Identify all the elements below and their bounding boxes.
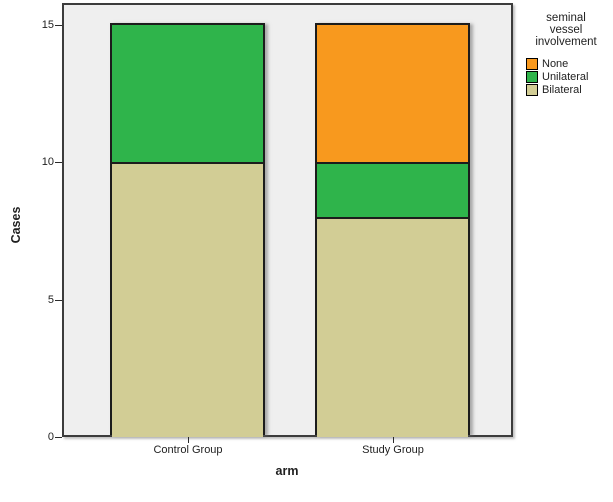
segment-control-group-bilateral <box>112 162 263 437</box>
legend: seminal vessel involvement None Unilateral B… <box>521 12 611 96</box>
legend-title: seminal vessel involvement <box>521 12 611 48</box>
plot-area <box>62 3 513 437</box>
x-tick-label-control-group: Control Group <box>153 444 223 456</box>
segment-control-group-unilateral <box>112 25 263 162</box>
x-tick-control-group <box>188 437 189 443</box>
y-tick-5 <box>55 300 62 301</box>
legend-items: None Unilateral Bilateral <box>521 57 611 96</box>
legend-title-line: involvement <box>535 36 597 48</box>
legend-item-unilateral: Unilateral <box>521 70 611 83</box>
y-tick-label-5: 5 <box>47 294 54 306</box>
legend-item-bilateral: Bilateral <box>521 83 611 96</box>
x-tick-label-study-group: Study Group <box>362 444 424 456</box>
bar-control-group <box>110 23 265 437</box>
legend-title-line: seminal <box>546 12 586 24</box>
y-tick-15 <box>55 25 62 26</box>
legend-label-unilateral: Unilateral <box>542 70 589 83</box>
y-tick-label-10: 10 <box>41 156 54 168</box>
segment-study-group-none <box>317 25 468 162</box>
segment-study-group-unilateral <box>317 162 468 217</box>
y-tick-10 <box>55 162 62 163</box>
x-axis-title: arm <box>275 464 299 478</box>
y-tick-label-15: 15 <box>41 19 54 31</box>
x-tick-study-group <box>393 437 394 443</box>
y-tick-label-0: 0 <box>47 431 54 443</box>
bar-study-group <box>315 23 470 437</box>
y-tick-0 <box>55 437 62 438</box>
legend-title-line: vessel <box>549 24 583 36</box>
legend-label-none: None <box>542 57 569 70</box>
legend-item-none: None <box>521 57 611 70</box>
legend-label-bilateral: Bilateral <box>542 83 582 96</box>
y-axis-title: Cases <box>9 206 23 244</box>
legend-swatch-unilateral <box>526 70 538 83</box>
segment-study-group-bilateral <box>317 217 468 437</box>
legend-swatch-bilateral <box>526 83 538 96</box>
legend-swatch-none <box>526 57 538 70</box>
